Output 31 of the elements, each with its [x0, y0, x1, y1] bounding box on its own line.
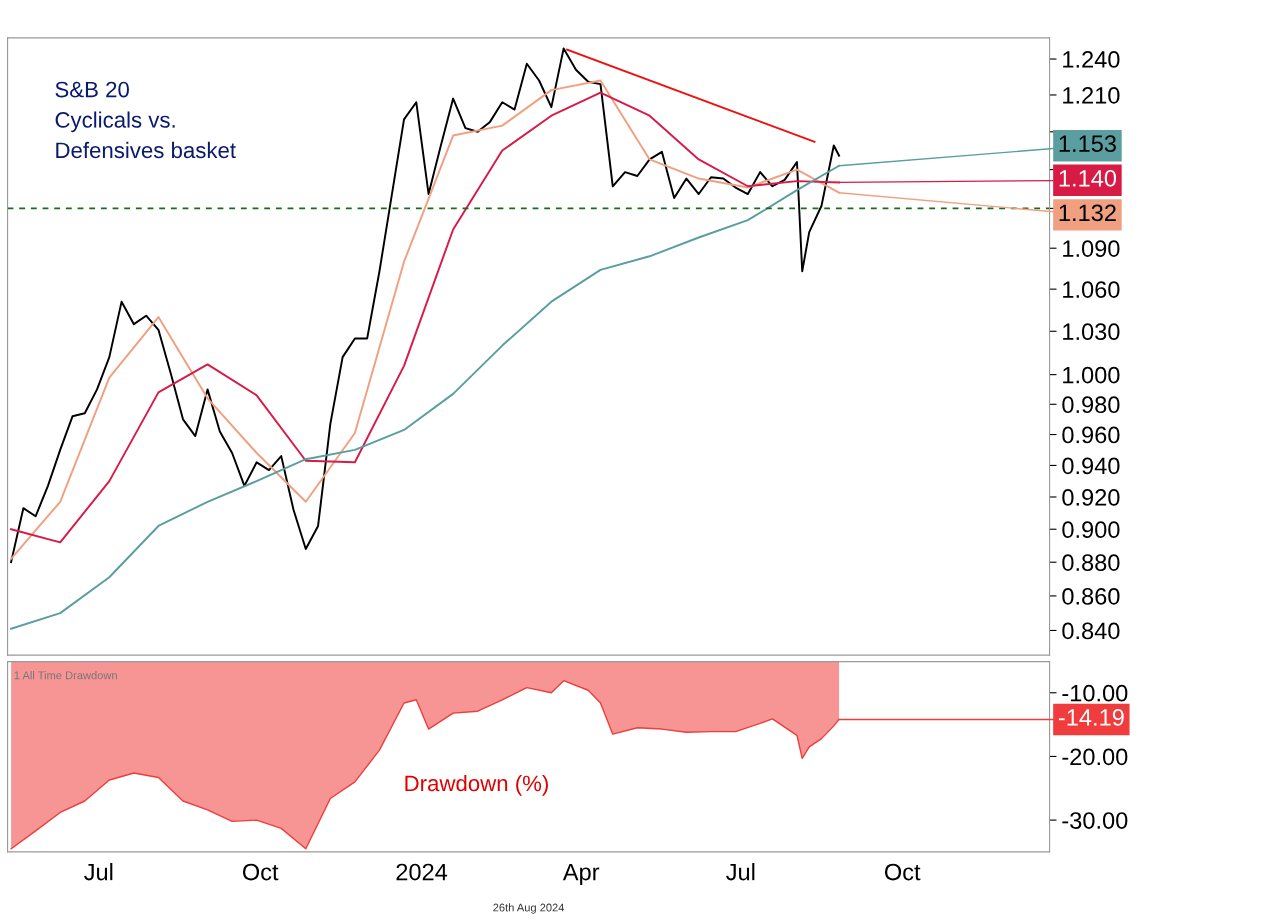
annotation: S&B 20 Cyclicals vs. Defensives basket — [55, 81, 236, 159]
annotation: Drawdown (%) — [405, 774, 548, 796]
annotation: 1 All Time Drawdown — [14, 671, 117, 680]
y-tick-label: 0.900 — [1062, 521, 1120, 539]
data-label: 1.140 — [1059, 169, 1117, 187]
y-tick-label: 1.060 — [1063, 281, 1120, 298]
data-label: 1.132 — [1059, 204, 1116, 222]
y-tick-label: 0.860 — [1062, 588, 1120, 605]
x-tick-label: Oct — [884, 863, 921, 881]
data-label: -14.19 — [1058, 709, 1124, 726]
y-tick-label: -20.00 — [1062, 748, 1128, 766]
y-tick-label: 1.210 — [1063, 87, 1120, 104]
x-tick-label: Oct — [242, 863, 279, 881]
y-tick-label: 0.840 — [1062, 622, 1120, 640]
y-tick-label: 1.090 — [1063, 240, 1120, 257]
x-tick-label: 2024 — [396, 863, 448, 881]
y-tick-label: 1.030 — [1063, 323, 1120, 341]
y-tick-label: 0.880 — [1062, 554, 1120, 571]
x-tick-label: Jul — [726, 863, 755, 881]
y-tick-label: 0.960 — [1062, 426, 1120, 444]
x-tick-label: Jul — [84, 863, 113, 881]
data-label: 1.153 — [1059, 135, 1116, 153]
y-tick-label: 1.240 — [1063, 51, 1120, 68]
y-tick-label: -10.00 — [1062, 684, 1128, 702]
y-tick-label: 1.000 — [1063, 366, 1120, 384]
x-tick-label: Apr — [562, 863, 600, 886]
y-tick-label: 0.940 — [1062, 457, 1120, 475]
text: 26th Aug 2024 — [493, 903, 565, 914]
y-tick-label: -30.00 — [1062, 812, 1128, 829]
y-tick-label: 0.920 — [1062, 489, 1120, 506]
y-tick-label: 0.980 — [1062, 396, 1120, 414]
